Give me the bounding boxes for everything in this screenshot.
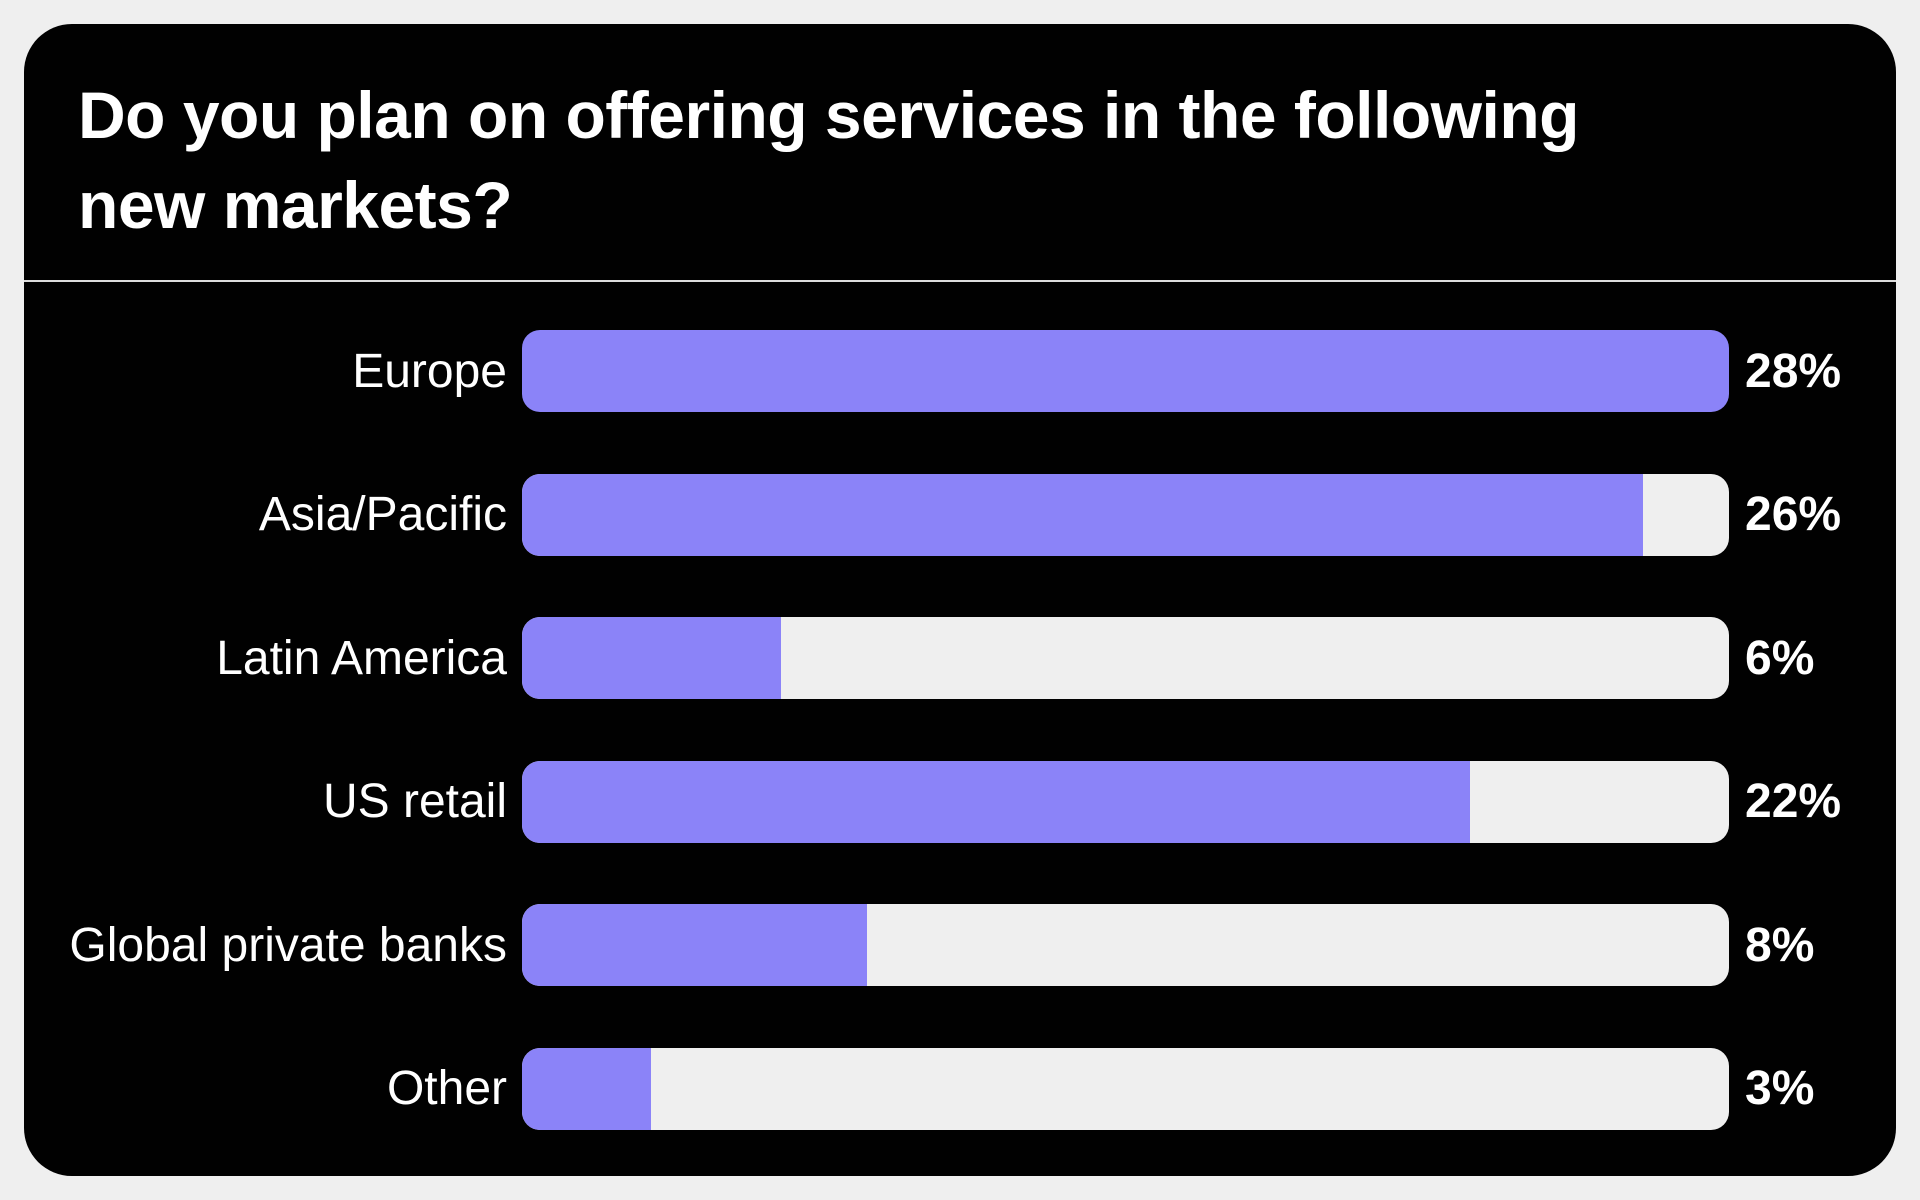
- category-label: Latin America: [216, 631, 507, 685]
- value-label: 3%: [1745, 1062, 1815, 1116]
- chart-title-line-2: new markets?: [78, 168, 513, 242]
- bar-row: US retail 22%: [24, 760, 1896, 843]
- bar-track: [522, 330, 1729, 412]
- bar-fill: [522, 760, 1471, 843]
- value-label: 8%: [1745, 918, 1815, 972]
- bar-fill: [522, 617, 781, 700]
- category-label: Other: [386, 1062, 507, 1116]
- chart-title-line-1: Do you plan on offering services in the …: [78, 78, 1579, 152]
- value-label: 28%: [1745, 344, 1842, 398]
- bar-row: Global private banks 8%: [24, 904, 1896, 987]
- bar-row: Latin America 6%: [24, 617, 1896, 700]
- category-label: Global private banks: [69, 918, 507, 972]
- bar-row: Other 3%: [24, 1047, 1896, 1130]
- chart-header: Do you plan on offering services in the …: [24, 24, 1896, 280]
- bar-row: Asia/Pacific 26%: [24, 473, 1896, 556]
- value-label: 26%: [1745, 488, 1842, 542]
- bar-track: [522, 760, 1729, 843]
- chart-card: Do you plan on offering services in the …: [24, 24, 1896, 1176]
- bar-track: [522, 617, 1729, 700]
- bar-fill: [522, 1047, 652, 1130]
- bar-fill: [522, 473, 1643, 556]
- bar-row: Europe 28%: [24, 330, 1896, 412]
- bar-track: [522, 473, 1729, 556]
- value-label: 22%: [1745, 775, 1842, 829]
- bar-chart: Europe 28% Asia/Pacific 26% Latin America 6% U…: [24, 282, 1896, 1176]
- value-label: 6%: [1745, 631, 1815, 685]
- bar-track: [522, 904, 1729, 987]
- header-divider: [24, 280, 1896, 282]
- bar-track: [522, 1047, 1729, 1130]
- category-label: Asia/Pacific: [258, 488, 507, 542]
- bar-fill: [522, 330, 1729, 412]
- bar-fill: [522, 904, 867, 987]
- category-label: Europe: [352, 344, 507, 398]
- category-label: US retail: [322, 775, 507, 829]
